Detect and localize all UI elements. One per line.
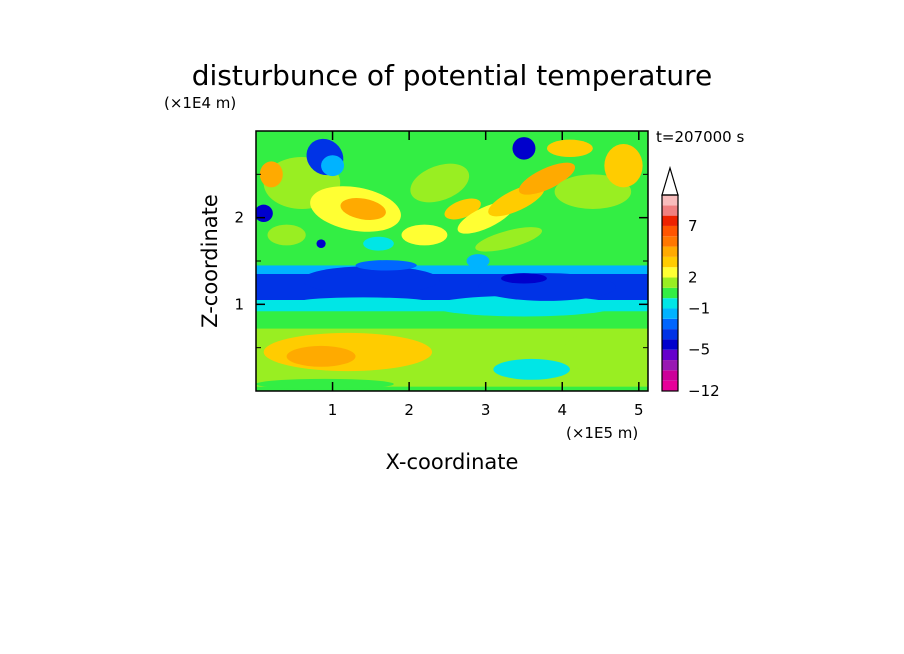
x-tick-label: 1 (328, 401, 338, 419)
field-contour (501, 273, 547, 284)
colorbar-swatch (662, 205, 678, 216)
y-axis-label: Z-coordinate (198, 194, 222, 328)
field-contour (355, 260, 417, 271)
colorbar-swatch (662, 267, 678, 278)
field-contour (256, 378, 394, 390)
field-contour (340, 198, 386, 220)
colorbar-swatch (662, 225, 678, 237)
field-contour (466, 254, 490, 268)
x-unit-label: (×1E5 m) (566, 424, 638, 442)
y-unit-label: (×1E4 m) (164, 94, 236, 112)
field-contour (546, 139, 593, 157)
field-contour (294, 297, 433, 308)
colorbar-swatch (662, 360, 678, 371)
field-contour (475, 227, 543, 252)
chart-title: disturbunce of potential temperature (192, 59, 713, 92)
colorbar-swatch (662, 236, 678, 247)
x-tick-label: 5 (634, 401, 644, 419)
field-contour (493, 358, 570, 380)
colorbar-swatch (662, 298, 678, 309)
field-contour (259, 161, 283, 188)
field-contour (316, 239, 326, 249)
field-contour (301, 266, 440, 294)
field-band (256, 311, 648, 329)
x-axis-label: X-coordinate (386, 450, 519, 474)
colorbar-swatch (662, 349, 678, 361)
x-tick-label: 2 (404, 401, 414, 419)
field-contour (286, 345, 356, 367)
x-tick-label: 4 (557, 401, 567, 419)
colorbar-swatch (662, 339, 678, 350)
colorbar: 7 2 −1 −5 −12 (661, 165, 720, 400)
field-contour (604, 144, 643, 188)
colorbar-swatch (662, 256, 678, 268)
heatmap-field (256, 131, 648, 390)
field-contour (512, 137, 536, 160)
field-contour (478, 273, 616, 301)
colorbar-swatch (662, 370, 678, 381)
colorbar-swatch (662, 308, 678, 319)
colorbar-swatch (662, 246, 678, 257)
x-axis: 1 2 3 4 5 (328, 131, 644, 419)
y-tick-label: 1 (234, 295, 244, 313)
field-contour (432, 295, 616, 317)
colorbar-swatch (662, 329, 678, 340)
field-contour (363, 236, 394, 251)
field-contour (410, 163, 470, 203)
field-contour (554, 174, 632, 210)
colorbar-tick-label: 7 (688, 217, 698, 235)
colorbar-swatch (662, 380, 678, 391)
y-tick-label: 2 (234, 209, 244, 227)
field-contour (321, 155, 345, 177)
field-contour (401, 224, 448, 246)
field-contour (267, 224, 306, 246)
colorbar-tick-label: 2 (688, 269, 698, 287)
colorbar-swatch (662, 287, 678, 299)
colorbar-frame (661, 194, 679, 392)
y-axis: 12 (234, 173, 648, 349)
colorbar-swatch (662, 215, 678, 226)
colorbar-swatch (662, 318, 678, 330)
field-band (256, 265, 648, 274)
plot-area (256, 131, 648, 391)
field-contour (562, 330, 648, 374)
field-contour (256, 204, 273, 222)
field-contour (518, 162, 576, 195)
colorbar-tick-label: −1 (688, 299, 710, 317)
colorbar-swatch (662, 277, 678, 288)
x-tick-label: 3 (481, 401, 491, 419)
colorbar-tick-label: −12 (688, 382, 720, 400)
colorbar-swatch (662, 195, 678, 206)
colorbar-tick-label: −5 (688, 341, 710, 359)
colorbar-extend-arrow (661, 165, 679, 196)
time-label: t=207000 s (656, 128, 744, 146)
